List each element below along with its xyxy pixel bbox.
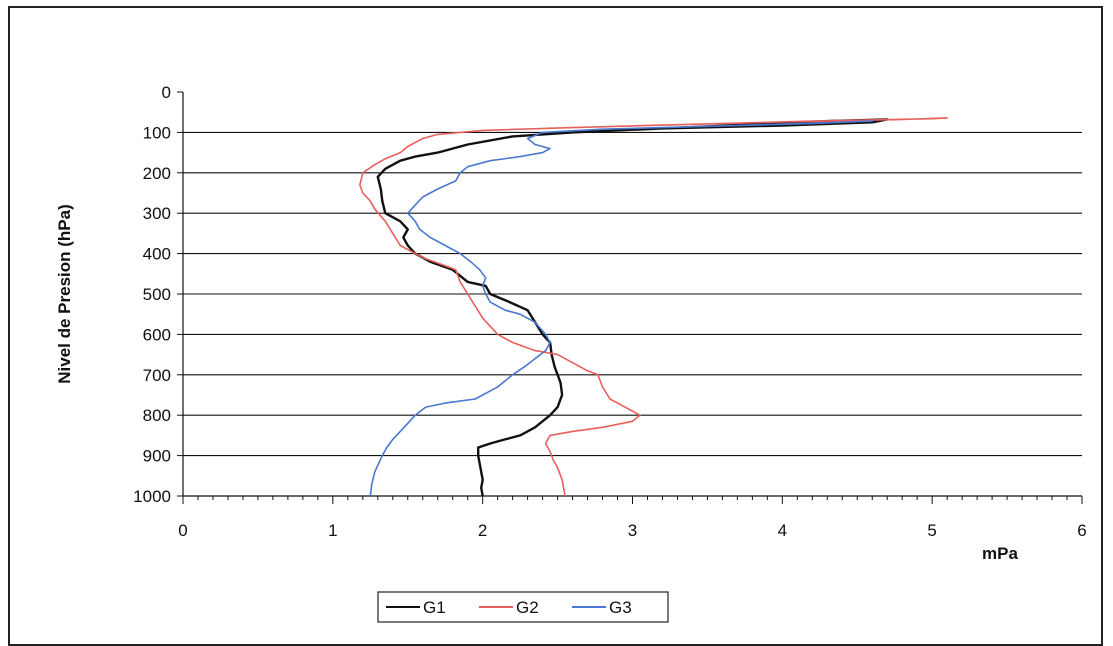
series-lines (360, 118, 947, 496)
legend-label-g3: G3 (609, 598, 632, 617)
x-tick-label: 0 (178, 521, 187, 540)
y-tick-label: 100 (143, 123, 171, 142)
y-tick-label: 1000 (133, 487, 171, 506)
legend-label-g2: G2 (516, 598, 539, 617)
x-tick-label: 6 (1077, 521, 1086, 540)
y-tick-labels: 0 100 200 300 400 500 600 700 800 900 1000 (133, 83, 171, 506)
legend: G1 G2 G3 (378, 592, 668, 622)
series-line-g1 (378, 120, 887, 497)
y-tick-label: 700 (143, 366, 171, 385)
x-tick-label: 2 (478, 521, 487, 540)
axes (177, 92, 1082, 504)
series-line-g3 (370, 121, 872, 496)
y-tick-label: 500 (143, 285, 171, 304)
chart-frame: 0 100 200 300 400 500 600 700 800 900 1000 0 1 2 3 4 5 6… (8, 6, 1103, 646)
x-tick-label: 3 (628, 521, 637, 540)
x-axis-title: mPa (982, 544, 1018, 563)
legend-label-g1: G1 (423, 598, 446, 617)
x-tick-label: 1 (328, 521, 337, 540)
y-tick-label: 300 (143, 204, 171, 223)
chart-svg: 0 100 200 300 400 500 600 700 800 900 1000 0 1 2 3 4 5 6… (10, 8, 1103, 638)
y-tick-label: 600 (143, 325, 171, 344)
x-tick-label: 4 (778, 521, 787, 540)
grid-lines (183, 132, 1082, 496)
y-tick-label: 0 (162, 83, 171, 102)
x-tick-label: 5 (927, 521, 936, 540)
x-tick-labels: 0 1 2 3 4 5 6 (178, 521, 1086, 540)
series-line-g2 (360, 118, 947, 496)
y-tick-label: 900 (143, 447, 171, 466)
y-tick-label: 200 (143, 164, 171, 183)
y-tick-label: 800 (143, 406, 171, 425)
y-axis-title: Nivel de Presion (hPa) (55, 204, 74, 384)
y-tick-label: 400 (143, 245, 171, 264)
